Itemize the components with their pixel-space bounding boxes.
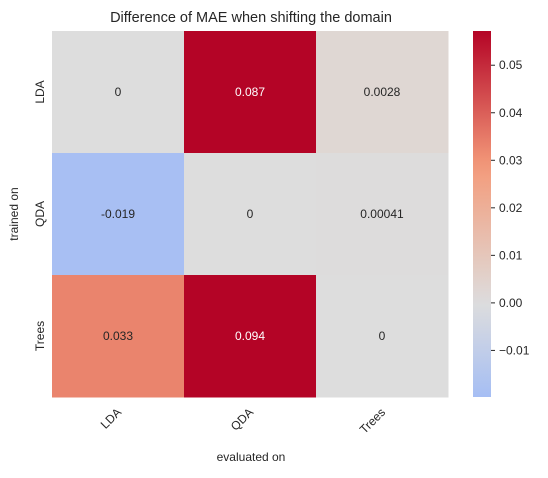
- colorbar-tick-label: 0.03: [499, 153, 523, 167]
- y-tick-label: LDA: [33, 80, 47, 103]
- heatmap-cell: [316, 275, 449, 398]
- heatmap-cell: [52, 31, 185, 154]
- heatmap-cell: [52, 153, 185, 276]
- heatmap-cells: 0 0.087 0.0028 -0.019 0 0.00041 0.033 0.094 0: [52, 31, 449, 398]
- cell-annotation: 0.087: [235, 85, 265, 99]
- x-tick-label: QDA: [228, 405, 256, 433]
- x-tick-label: LDA: [98, 405, 124, 431]
- colorbar-tick-label: 0.04: [499, 106, 523, 120]
- heatmap-cell: [184, 31, 317, 154]
- y-axis-label: trained on: [7, 187, 21, 240]
- colorbar-tick-label: 0.02: [499, 201, 523, 215]
- heatmap-cell: [184, 153, 317, 276]
- colorbar-tick-label: 0.00: [499, 296, 523, 310]
- cell-annotation: 0.00041: [360, 207, 404, 221]
- cell-annotation: 0: [247, 207, 254, 221]
- cell-annotation: -0.019: [101, 207, 135, 221]
- y-tick-labels: LDA QDA Trees: [33, 80, 47, 351]
- cell-annotation: 0: [115, 85, 122, 99]
- chart-title: Difference of MAE when shifting the doma…: [110, 10, 392, 26]
- heatmap-cell: [316, 31, 449, 154]
- cell-annotation: 0.033: [103, 329, 133, 343]
- cell-annotation: 0.0028: [364, 85, 401, 99]
- y-tick-label: Trees: [33, 321, 47, 351]
- colorbar-tick-labels: −0.01 0.00 0.01 0.02 0.03 0.04 0.05: [491, 58, 530, 357]
- colorbar-tick-label: 0.05: [499, 58, 523, 72]
- colorbar: [473, 31, 491, 397]
- x-axis-label: evaluated on: [217, 450, 286, 464]
- x-tick-labels: LDA QDA Trees: [98, 405, 388, 436]
- cell-annotation: 0.094: [235, 329, 265, 343]
- cell-annotation: 0: [379, 329, 386, 343]
- heatmap-cell: [52, 275, 185, 398]
- heatmap-cell: [184, 275, 317, 398]
- colorbar-tick-label: −0.01: [499, 343, 530, 357]
- x-tick-label: Trees: [357, 405, 388, 436]
- heatmap-cell: [316, 153, 449, 276]
- colorbar-tick-label: 0.01: [499, 248, 523, 262]
- y-tick-label: QDA: [33, 201, 47, 227]
